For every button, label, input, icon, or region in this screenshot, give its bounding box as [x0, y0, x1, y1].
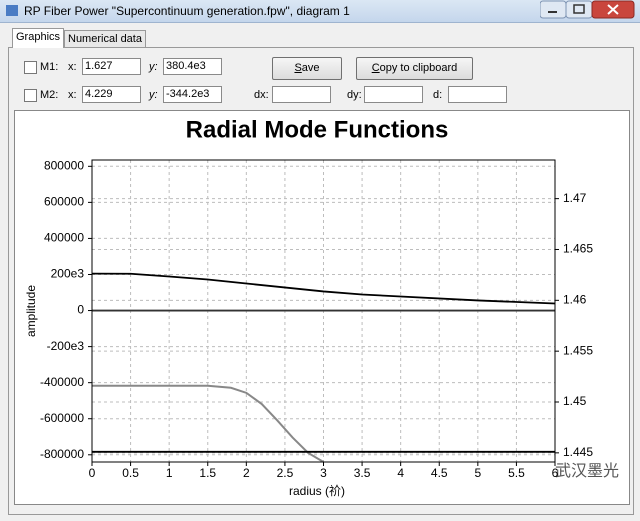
y2-tick-label: 1.47	[563, 191, 587, 205]
x-tick-label: 3	[320, 466, 327, 480]
tab[interactable]: Graphics	[12, 28, 65, 48]
y-tick-label: -600000	[40, 411, 84, 425]
x-tick-label: 1	[166, 466, 173, 480]
x-tick-label: 0.5	[122, 466, 139, 480]
tab[interactable]: Numerical data	[64, 30, 146, 47]
y2-tick-label: 1.445	[563, 445, 593, 459]
app-icon	[6, 5, 18, 16]
window-title: RP Fiber Power "Supercontinuum generatio…	[24, 4, 350, 18]
y-tick-label: 800000	[44, 158, 84, 172]
x-input[interactable]: 4.229	[82, 86, 141, 103]
series-line	[92, 272, 555, 305]
y-tick-label: -400000	[40, 375, 84, 389]
y-input[interactable]: -344.2e3	[163, 86, 222, 103]
x-tick-label: 2	[243, 466, 250, 480]
x-tick-label: 3.5	[354, 466, 371, 480]
field-label: dx:	[254, 89, 269, 101]
y-input[interactable]: 380.4e3	[163, 58, 222, 75]
save-button[interactable]: Save	[272, 57, 342, 80]
x-tick-label: 0	[89, 466, 96, 480]
y2-tick-label: 1.465	[563, 242, 593, 256]
watermark: 武汉墨光	[555, 462, 619, 480]
y-axis-label: amplitude	[24, 285, 38, 337]
y-tick-label: -200e3	[47, 339, 85, 353]
chart: Radial Mode Functions radius (祄) amplitu…	[14, 110, 630, 505]
marker-label: M1:	[40, 61, 59, 73]
x-input[interactable]: 1.627	[82, 58, 141, 75]
chart-title: Radial Mode Functions	[186, 116, 449, 143]
field-input[interactable]	[448, 86, 507, 103]
y-tick-label: 0	[77, 303, 84, 317]
x-label: x:	[68, 89, 77, 101]
x-tick-label: 2.5	[277, 466, 294, 480]
field-label: d:	[433, 89, 443, 101]
x-tick-label: 6	[552, 466, 559, 480]
y-label: y:	[149, 89, 158, 101]
field-input[interactable]	[272, 86, 331, 103]
x-tick-label: 5	[474, 466, 481, 480]
x-tick-label: 4	[397, 466, 404, 480]
field-input[interactable]	[364, 86, 423, 103]
field-label: dy:	[347, 89, 362, 101]
copy-button[interactable]: Copy to clipboard	[356, 57, 473, 80]
y-label: y:	[149, 61, 158, 73]
y2-tick-label: 1.45	[563, 394, 587, 408]
window-controls[interactable]	[540, 0, 636, 20]
series-line	[92, 384, 325, 462]
x-axis-label: radius (祄)	[289, 483, 345, 498]
plot-frame	[91, 159, 556, 463]
title-bar: RP Fiber Power "Supercontinuum generatio…	[0, 0, 640, 23]
x-tick-label: 1.5	[199, 466, 216, 480]
x-tick-label: 5.5	[508, 466, 525, 480]
checkbox[interactable]	[24, 89, 37, 102]
x-label: x:	[68, 61, 77, 73]
y-tick-label: 600000	[44, 195, 84, 209]
y-tick-label: 400000	[44, 231, 84, 245]
y2-tick-label: 1.455	[563, 343, 593, 357]
y2-tick-label: 1.46	[563, 292, 587, 306]
x-tick-label: 4.5	[431, 466, 448, 480]
y-tick-label: 200e3	[51, 267, 85, 281]
y-tick-label: -800000	[40, 447, 84, 461]
checkbox[interactable]	[24, 61, 37, 74]
marker-label: M2:	[40, 89, 59, 101]
plot-lines	[92, 272, 555, 462]
